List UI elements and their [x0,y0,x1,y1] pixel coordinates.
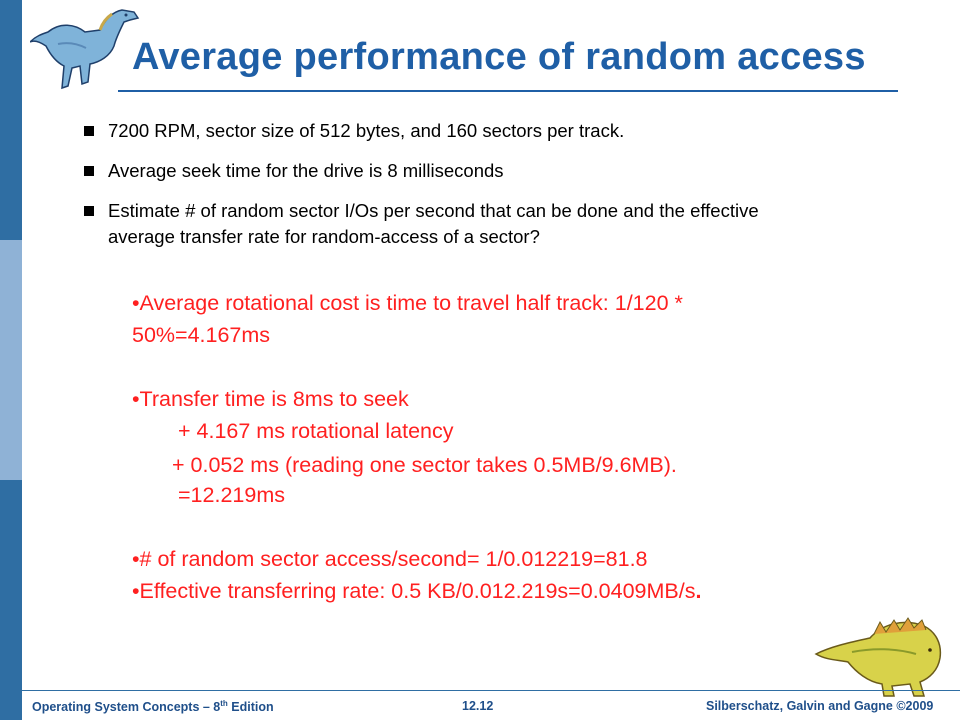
footer-authors: Silberschatz, Galvin and Gagne ©2009 [706,699,934,713]
footer-book-title: Operating System Concepts – 8th Edition [32,699,274,714]
bullet-list: 7200 RPM, sector size of 512 bytes, and … [84,118,804,264]
bullet-text: Estimate # of random sector I/Os per sec… [108,200,759,247]
answer-transfer-time: •Transfer time is 8ms to seek [132,387,409,411]
bullet-text: 7200 RPM, sector size of 512 bytes, and … [108,120,625,141]
footer-book-title-text: Operating System Concepts – 8 [32,700,221,715]
bullet-item: Average seek time for the drive is 8 mil… [84,158,804,184]
left-strip-bottom [0,480,22,720]
bullet-item: Estimate # of random sector I/Os per sec… [84,198,804,250]
footer-edition-sup: th [220,699,228,708]
bullet-text: Average seek time for the drive is 8 mil… [108,160,504,181]
dinosaur-logo-icon [30,9,140,90]
title-underline [118,90,898,92]
left-strip-top [0,0,22,240]
answer-access-per-second: •# of random sector access/second= 1/0.0… [132,547,648,571]
answer-rotational-cost: •Average rotational cost is time to trav… [132,291,683,315]
page-title: Average performance of random access [132,36,866,78]
square-bullet-icon [84,126,94,136]
answer-transfer-rate-text: •Effective transferring rate: 0.5 KB/0.0… [132,579,696,603]
bullet-item: 7200 RPM, sector size of 512 bytes, and … [84,118,804,144]
footer-rule [22,690,960,691]
dinosaur-illustration-icon [814,617,942,697]
left-strip-middle [0,240,22,480]
answer-transfer-rate: •Effective transferring rate: 0.5 KB/0.0… [132,576,701,606]
footer-page-number: 12.12 [462,699,494,713]
answer-rotational-latency: + 4.167 ms rotational latency [178,419,454,443]
answer-transfer-rate-period: . [695,579,702,603]
square-bullet-icon [84,166,94,176]
answer-read-sector: + 0.052 ms (reading one sector takes 0.5… [172,453,677,477]
answer-rotational-result: 50%=4.167ms [132,323,271,347]
answer-total-time: =12.219ms [178,483,285,507]
square-bullet-icon [84,206,94,216]
footer-edition-text: Edition [227,700,274,715]
